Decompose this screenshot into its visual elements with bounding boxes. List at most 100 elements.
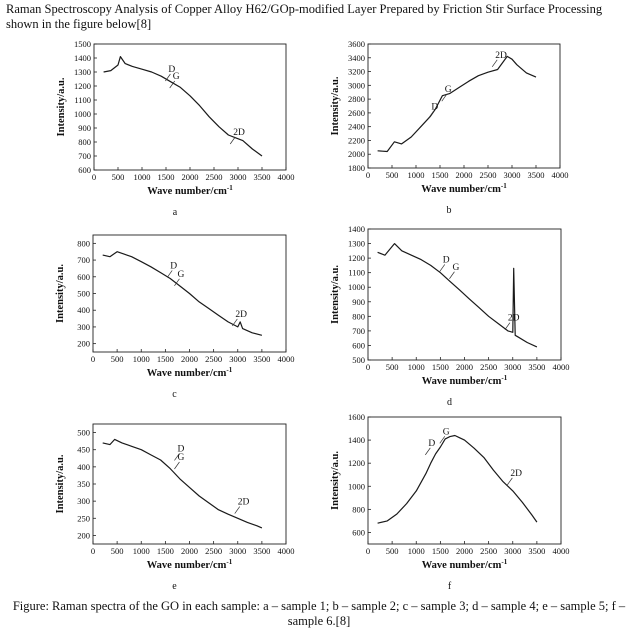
x-tick-label: 1500 [157,546,174,556]
x-axis-label-sup: -1 [227,184,233,192]
x-tick-label: 3000 [229,546,246,556]
x-axis-label-sup: -1 [226,366,232,374]
x-tick-label: 3500 [528,546,545,556]
x-axis-label-text: Wave number/cm [147,186,227,197]
y-tick-label: 1400 [348,224,365,234]
y-tick-label: 1300 [348,239,365,249]
x-tick-label: 500 [111,354,124,364]
y-tick-label: 700 [77,255,90,265]
x-axis-label: Wave number/cm-1 [147,558,233,571]
plot-frame [367,43,561,169]
spectrum-line [377,434,538,524]
plot-frame [367,416,562,545]
y-axis-label: Intensity/a.u. [330,76,341,135]
peak-pointer [425,447,431,456]
x-tick-label: 2000 [456,546,473,556]
y-tick-label: 600 [352,527,365,537]
header-text: Raman Spectroscopy Analysis of Copper Al… [6,2,603,31]
chart-panel-c: 0 500 1000 1500 2000 2500 3000 3500 4000 200 300 40… [55,234,295,400]
x-axis-label-text: Wave number/cm [147,560,227,571]
x-tick-label: 2500 [205,546,222,556]
x-tick-label: 3500 [253,546,270,556]
x-tick-label: 1000 [408,170,425,180]
y-tick-label: 200 [77,530,90,540]
y-tick-label: 1000 [348,282,365,292]
x-tick-label: 3000 [504,546,521,556]
y-tick-label: 900 [78,123,91,133]
x-tick-label: 2000 [456,170,473,180]
y-tick-label: 1000 [74,109,91,119]
spectrum-line [377,55,537,153]
y-tick-label: 500 [77,428,90,438]
x-axis-label: Wave number/cm-1 [147,184,233,197]
peak-pointer [449,271,455,279]
y-tick-label: 700 [352,326,365,336]
y-tick-label: 1400 [74,53,91,63]
x-tick-label: 3000 [504,362,521,372]
y-tick-label: 1600 [348,412,365,422]
peak-label-2d: 2D [233,128,245,138]
x-tick-label: 3500 [528,362,545,372]
y-tick-label: 2200 [348,135,365,145]
x-tick-label: 0 [91,546,95,556]
peak-pointer [174,461,180,470]
spectrum-line [102,251,263,336]
x-axis-label-text: Wave number/cm [147,368,227,379]
x-tick-label: 1500 [432,546,449,556]
x-tick-label: 1000 [133,354,150,364]
panel-letter: c [172,389,177,400]
y-tick-label: 3000 [348,80,365,90]
y-tick-label: 1000 [348,481,365,491]
x-tick-label: 3000 [230,172,247,182]
y-tick-label: 1200 [348,253,365,263]
x-tick-label: 1000 [408,362,425,372]
x-axis-label: Wave number/cm-1 [422,374,508,387]
figure-caption: Figure: Raman spectra of the GO in each … [12,599,626,628]
y-tick-label: 300 [77,322,90,332]
x-tick-label: 0 [366,170,370,180]
x-tick-label: 4000 [278,546,295,556]
y-tick-label: 2800 [348,94,365,104]
y-axis-label: Intensity/a.u. [55,264,66,323]
y-tick-label: 250 [77,513,90,523]
y-tick-label: 3400 [348,53,365,63]
y-tick-label: 800 [352,311,365,321]
x-tick-label: 2500 [480,546,497,556]
peak-label-g: G [173,72,180,82]
x-tick-label: 1500 [432,362,449,372]
peak-label-d: D [443,255,450,265]
x-axis-label-text: Wave number/cm [422,560,502,571]
peak-pointer [507,477,513,486]
peak-pointer [232,318,238,327]
peak-label-g: G [443,427,450,437]
x-tick-label: 500 [112,172,125,182]
y-tick-label: 1100 [74,95,91,105]
peak-label-d: D [177,444,184,454]
peak-pointer [439,436,446,444]
y-tick-label: 1200 [348,458,365,468]
x-tick-label: 1000 [134,172,151,182]
x-tick-label: 0 [366,362,370,372]
y-tick-label: 2400 [348,122,365,132]
panel-letter: b [447,205,452,216]
x-tick-label: 3000 [504,170,521,180]
x-tick-label: 0 [91,354,95,364]
y-tick-label: 450 [77,445,90,455]
x-axis-label: Wave number/cm-1 [422,558,508,571]
x-tick-label: 500 [386,362,399,372]
peak-pointer [174,278,180,286]
y-tick-label: 500 [352,355,365,365]
x-axis-label-sup: -1 [501,182,507,190]
y-tick-label: 600 [78,165,91,175]
peak-pointer [234,506,241,514]
peak-pointer [174,453,180,461]
x-tick-label: 2500 [205,354,222,364]
peak-label-2d: 2D [508,314,520,324]
x-tick-label: 4000 [553,362,570,372]
spectrum-line [102,438,263,529]
peak-pointer [229,136,236,145]
x-tick-label: 0 [92,172,96,182]
x-tick-label: 3500 [254,172,271,182]
y-tick-label: 1200 [74,81,91,91]
